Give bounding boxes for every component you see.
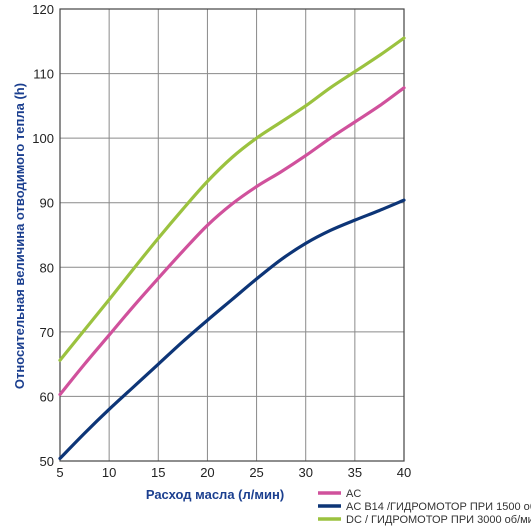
y-tick-label: 60 [40, 389, 54, 404]
legend-label-3: DC / ГИДРОМОТОР ПРИ 3000 об/мин [346, 514, 531, 526]
x-tick-label: 10 [102, 465, 116, 480]
legend-label-1: AC [346, 488, 361, 500]
x-tick-label: 15 [151, 465, 165, 480]
x-axis-title: Расход масла (л/мин) [146, 487, 284, 502]
series-line-1 [58, 86, 406, 397]
series-line-3 [58, 36, 406, 362]
series-lines [58, 36, 406, 461]
series-line-2 [58, 198, 406, 461]
y-tick-label: 120 [32, 2, 54, 17]
grid-lines [59, 8, 405, 462]
x-tick-label: 40 [397, 465, 411, 480]
plot-area-border [59, 8, 405, 462]
legend-label-2: AC B14 /ГИДРОМОТОР ПРИ 1500 об/мин [346, 501, 531, 513]
x-tick-label: 25 [249, 465, 263, 480]
x-tick-label: 5 [56, 465, 63, 480]
y-tick-label: 90 [40, 196, 54, 211]
x-tick-label: 35 [348, 465, 362, 480]
tick-labels: 5 10 15 20 25 30 35 40 50 60 70 80 90 100 110 120 [32, 2, 411, 480]
x-tick-label: 20 [200, 465, 214, 480]
y-tick-label: 110 [33, 67, 54, 82]
y-tick-label: 80 [40, 260, 54, 275]
y-tick-label: 70 [40, 325, 54, 340]
y-axis-title: Относительная величина отводимого тепла … [12, 83, 27, 389]
y-tick-label: 100 [32, 131, 54, 146]
x-tick-label: 30 [298, 465, 312, 480]
y-tick-label: 50 [40, 454, 54, 469]
